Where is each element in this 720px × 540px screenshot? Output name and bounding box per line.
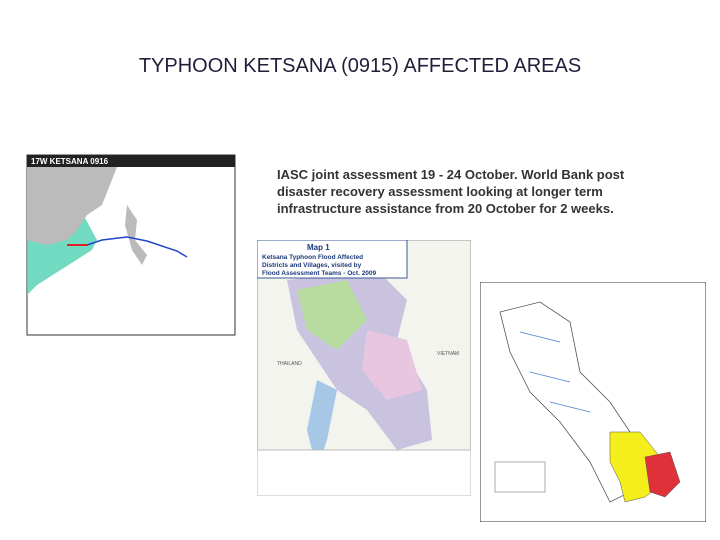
- legend-box: [257, 449, 471, 496]
- land: [125, 205, 147, 265]
- map-label: VIETNAM: [437, 351, 459, 357]
- body-line: disaster recovery assessment looking at …: [277, 184, 603, 199]
- map-title-line: Ketsana Typhoon Flood Affected: [262, 254, 363, 261]
- body-line: infrastructure assistance from 20 Octobe…: [277, 201, 614, 216]
- map-label: THAILAND: [277, 361, 302, 367]
- district-map: [480, 282, 706, 522]
- land: [27, 167, 117, 245]
- map-title-line: Districts and Villages, visited by: [262, 262, 362, 269]
- storm-track: [86, 236, 188, 258]
- river: [519, 331, 591, 413]
- map-header: [27, 155, 235, 167]
- map-title: 17W KETSANA 0916: [31, 157, 109, 166]
- region: [362, 330, 422, 400]
- region: [307, 380, 337, 470]
- legend-box: [494, 461, 546, 493]
- body-text: IASC joint assessment 19 - 24 October. W…: [277, 166, 624, 217]
- map-header: [257, 240, 408, 279]
- map-title-line: Flood Assessment Teams - Oct. 2009: [262, 270, 377, 277]
- region: [297, 280, 367, 350]
- map-heading: Map 1: [307, 243, 330, 252]
- body-line: IASC joint assessment 19 - 24 October. W…: [277, 167, 625, 182]
- slide-title: TYPHOON KETSANA (0915) AFFECTED AREAS: [138, 55, 582, 77]
- affected-area-severe: [644, 451, 681, 498]
- flood-map: Map 1 Ketsana Typhoon Flood Affected Dis…: [257, 240, 471, 496]
- track-map: 17W KETSANA 0916: [26, 154, 236, 336]
